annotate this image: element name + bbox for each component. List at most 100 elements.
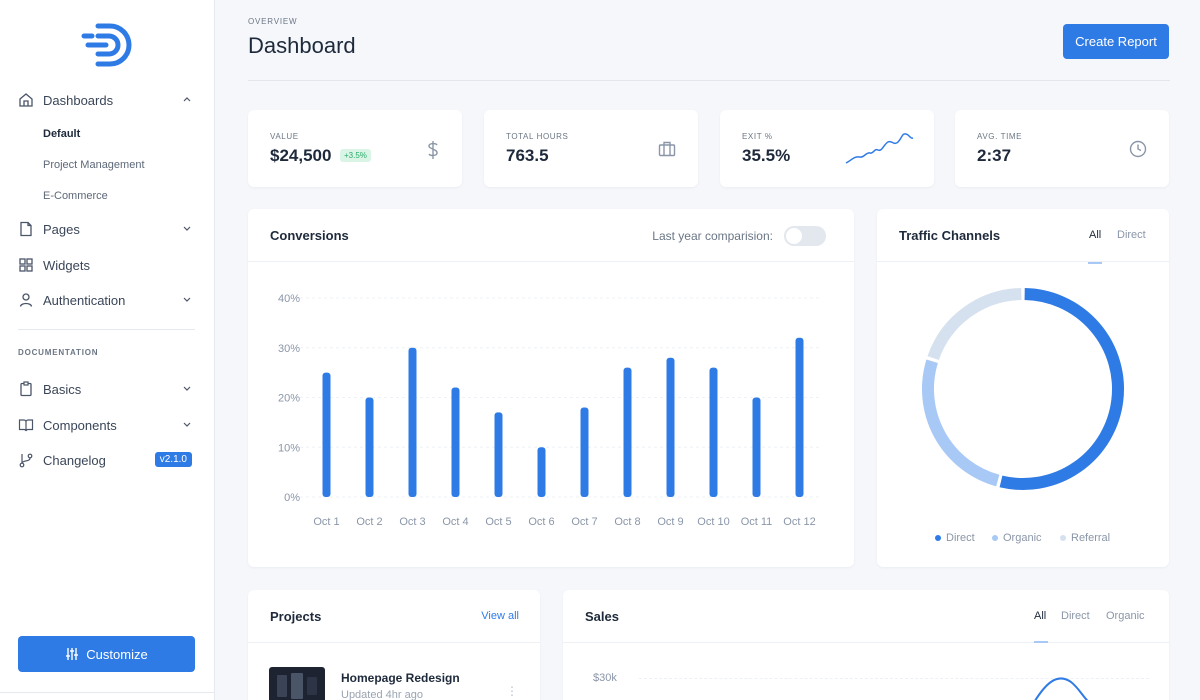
card-title: Traffic Channels: [899, 228, 1001, 243]
x-tick-label: Oct 11: [741, 516, 773, 528]
card-title: Sales: [585, 609, 619, 624]
bar: [623, 367, 632, 497]
thumb-block: [307, 677, 317, 695]
more-options-icon[interactable]: ⋮: [506, 684, 518, 698]
traffic-channels-card: Traffic Channels All Direct Direct Organ…: [877, 209, 1169, 567]
bar: [709, 367, 718, 497]
legend-label: Referral: [1071, 532, 1111, 544]
sidebar-footer-divider: [0, 692, 215, 693]
sidebar-item-widgets[interactable]: Widgets: [18, 253, 196, 277]
y-tick-label: 0%: [284, 492, 300, 504]
bar: [365, 397, 374, 497]
y-tick-label: 10%: [278, 442, 300, 454]
sidebar-item-pages[interactable]: Pages: [18, 217, 196, 241]
tab-organic[interactable]: Organic: [1106, 610, 1145, 622]
active-tab-indicator: [1088, 262, 1102, 264]
y-tick-label: 20%: [278, 393, 300, 405]
sidebar-item-label: Basics: [43, 381, 82, 397]
legend-dot: [1060, 535, 1066, 541]
comparison-toggle-label: Last year comparision:: [652, 229, 773, 243]
sales-line: [1034, 677, 1089, 700]
book-icon: [18, 419, 34, 432]
legend-dot: [935, 535, 941, 541]
bar: [451, 387, 460, 497]
comparison-toggle[interactable]: [784, 226, 826, 246]
customize-label: Customize: [86, 646, 148, 662]
x-tick-label: Oct 9: [657, 516, 683, 528]
sidebar-item-dashboards[interactable]: Dashboards: [18, 88, 196, 112]
sidebar-subitem-ecommerce[interactable]: E-Commerce: [43, 190, 108, 202]
sidebar-divider: [18, 329, 195, 330]
legend-direct: Direct: [935, 532, 975, 544]
stat-delta-badge: +3.5%: [340, 149, 371, 162]
bar: [494, 412, 503, 497]
sidebar-item-changelog[interactable]: Changelog v2.1.0: [18, 448, 196, 472]
bar: [752, 397, 761, 497]
clipboard-icon: [20, 381, 32, 397]
x-tick-label: Oct 6: [528, 516, 554, 528]
tab-all[interactable]: All: [1089, 229, 1102, 241]
grid-icon: [19, 258, 33, 272]
stat-card-exit: EXIT % 35.5%: [720, 110, 934, 187]
thumb-block: [277, 675, 287, 697]
bar: [537, 447, 546, 497]
view-all-link[interactable]: View all: [481, 610, 519, 622]
sidebar-item-label: Components: [43, 417, 117, 433]
legend-label: Organic: [1003, 532, 1042, 544]
card-header-divider: [563, 642, 1169, 643]
tab-all[interactable]: All: [1034, 610, 1047, 622]
project-updated: Updated 4hr ago: [341, 689, 423, 700]
card-title: Projects: [270, 609, 322, 624]
chevron-down-icon: [183, 386, 191, 391]
stat-label: AVG. TIME: [977, 132, 1023, 141]
briefcase-icon: [658, 141, 676, 157]
project-name[interactable]: Homepage Redesign: [341, 671, 460, 685]
sidebar-item-authentication[interactable]: Authentication: [18, 288, 196, 312]
x-tick-label: Oct 8: [614, 516, 640, 528]
sidebar-subitem-default[interactable]: Default: [43, 128, 81, 140]
customize-button[interactable]: Customize: [18, 636, 195, 672]
stat-card-avg-time: AVG. TIME 2:37: [955, 110, 1169, 187]
sales-card: Sales All Direct Organic $30k: [563, 590, 1169, 700]
tab-direct[interactable]: Direct: [1061, 610, 1090, 622]
stat-value: 2:37: [977, 146, 1012, 165]
stat-value: $24,500: [270, 146, 332, 165]
project-thumbnail[interactable]: [269, 667, 325, 700]
card-title: Conversions: [270, 228, 349, 243]
sales-y-tick: $30k: [593, 672, 617, 684]
sidebar: Dashboards Default Project Management E-…: [0, 0, 215, 700]
sidebar-section-label: DOCUMENTATION: [18, 348, 99, 357]
sidebar-item-label: Widgets: [43, 257, 90, 273]
sales-gridline: [639, 678, 1149, 679]
sidebar-item-label: Pages: [43, 221, 80, 237]
sliders-icon: [66, 648, 79, 660]
stat-card-value: VALUE $24,500 +3.5%: [248, 110, 462, 187]
conversions-chart: 0% 10% 20% 30% 40% Oct 1 Oct 2 Oct 3 Oct 4 Oct 5 O…: [278, 293, 821, 528]
sidebar-item-components[interactable]: Components: [18, 413, 196, 437]
sidebar-subitem-project-management[interactable]: Project Management: [43, 159, 145, 171]
logo-icon[interactable]: [80, 22, 134, 68]
legend-label: Direct: [946, 532, 975, 544]
sparkline-trend: [845, 133, 914, 164]
chevron-down-icon: [183, 422, 191, 427]
stat-label: TOTAL HOURS: [506, 132, 569, 141]
stat-value: 763.5: [506, 146, 549, 165]
card-header-divider: [248, 261, 854, 262]
donut-slice-direct: [999, 288, 1124, 490]
sidebar-item-basics[interactable]: Basics: [18, 377, 196, 401]
donut-slice-organic: [922, 359, 1000, 487]
x-tick-label: Oct 5: [485, 516, 511, 528]
legend-dot: [992, 535, 998, 541]
x-tick-label: Oct 4: [442, 516, 468, 528]
thumb-block: [291, 673, 303, 699]
header-divider: [248, 80, 1170, 81]
card-header-divider: [248, 642, 540, 643]
x-tick-label: Oct 3: [399, 516, 425, 528]
stat-label: VALUE: [270, 132, 299, 141]
dollar-icon: [428, 141, 438, 159]
projects-card: Projects View all Homepage Redesign Upda…: [248, 590, 540, 700]
chevron-up-icon: [183, 97, 191, 102]
stat-value: 35.5%: [742, 146, 791, 165]
tab-direct[interactable]: Direct: [1117, 229, 1146, 241]
create-report-button[interactable]: Create Report: [1063, 24, 1169, 59]
